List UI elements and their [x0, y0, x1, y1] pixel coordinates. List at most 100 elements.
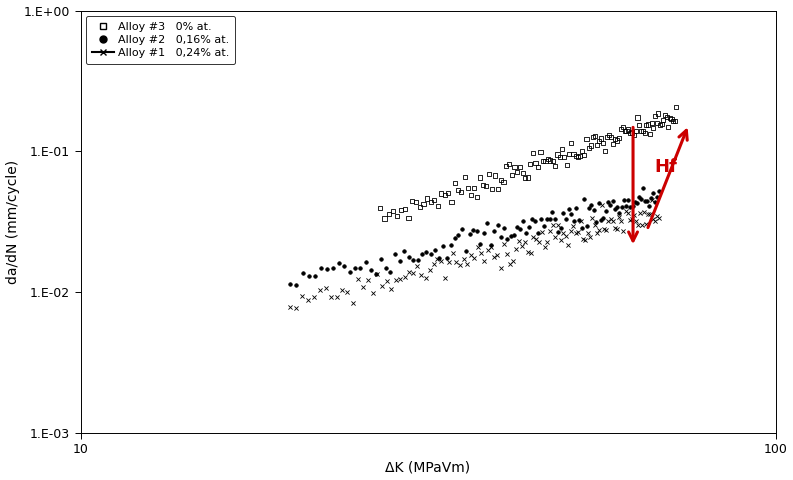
Point [445, 198, 458, 205]
Point [567, 150, 580, 158]
Point [538, 243, 551, 251]
Point [607, 197, 619, 205]
Point [627, 132, 640, 139]
Point [354, 264, 367, 272]
Point [283, 280, 296, 288]
Point [664, 114, 676, 122]
Point [508, 231, 520, 239]
Point [421, 195, 434, 203]
Point [649, 217, 661, 225]
Point [558, 153, 571, 161]
Point [483, 170, 496, 178]
Point [667, 117, 680, 124]
Point [630, 217, 642, 225]
Point [308, 272, 321, 279]
Point [514, 225, 527, 233]
Point [428, 196, 441, 204]
Point [529, 217, 542, 225]
Point [609, 135, 622, 143]
Point [653, 187, 665, 195]
Point [643, 202, 656, 210]
Point [424, 198, 437, 205]
Point [605, 133, 618, 141]
Point [601, 133, 614, 141]
Point [517, 217, 530, 225]
Point [460, 248, 473, 255]
Point [533, 238, 546, 245]
Point [647, 216, 660, 223]
Point [570, 204, 583, 211]
Point [321, 265, 334, 273]
Point [480, 182, 492, 190]
Point [442, 189, 454, 197]
Point [565, 211, 577, 218]
Point [467, 227, 480, 234]
Point [615, 217, 628, 225]
Point [585, 201, 598, 209]
Point [592, 199, 605, 207]
Point [428, 246, 441, 253]
Point [452, 186, 465, 194]
Point [477, 229, 490, 237]
Point [519, 174, 531, 182]
Point [639, 220, 652, 228]
Point [647, 124, 660, 132]
Point [446, 250, 459, 257]
Point [562, 241, 575, 249]
Point [524, 160, 537, 168]
Point [435, 190, 448, 197]
Point [600, 226, 612, 233]
Point [471, 193, 484, 201]
Point [485, 243, 497, 251]
Point [544, 156, 557, 164]
Point [586, 215, 599, 222]
Point [468, 184, 481, 192]
Point [527, 149, 539, 157]
Point [562, 205, 575, 213]
Point [343, 268, 356, 276]
Point [511, 168, 523, 176]
Point [478, 257, 491, 264]
Point [637, 184, 649, 192]
Point [327, 264, 339, 272]
Point [620, 202, 633, 210]
Point [646, 119, 658, 127]
Point [529, 159, 542, 167]
Point [308, 293, 320, 300]
Point [611, 137, 623, 144]
Point [611, 226, 623, 233]
Point [515, 243, 528, 251]
Point [376, 282, 389, 290]
Point [652, 109, 665, 117]
Point [494, 264, 507, 271]
Point [599, 147, 611, 155]
Point [557, 229, 569, 237]
Point [349, 264, 362, 272]
Point [619, 127, 631, 135]
Point [624, 129, 637, 137]
Point [626, 129, 638, 136]
Text: Hf: Hf [654, 158, 676, 176]
Point [569, 229, 582, 237]
Point [390, 212, 403, 220]
Point [638, 197, 651, 205]
Point [580, 222, 593, 230]
Point [458, 255, 470, 263]
Point [523, 223, 535, 231]
Point [554, 153, 566, 161]
Point [649, 112, 661, 120]
Point [535, 228, 548, 236]
Point [595, 134, 607, 142]
Point [608, 225, 621, 232]
Point [604, 202, 617, 209]
Point [549, 233, 561, 241]
Point [407, 270, 419, 277]
Point [651, 193, 664, 201]
Point [596, 201, 608, 209]
Point [389, 276, 402, 283]
Point [552, 221, 565, 228]
Point [582, 144, 595, 152]
Point [576, 147, 588, 155]
Point [565, 139, 577, 147]
Point [657, 116, 670, 124]
